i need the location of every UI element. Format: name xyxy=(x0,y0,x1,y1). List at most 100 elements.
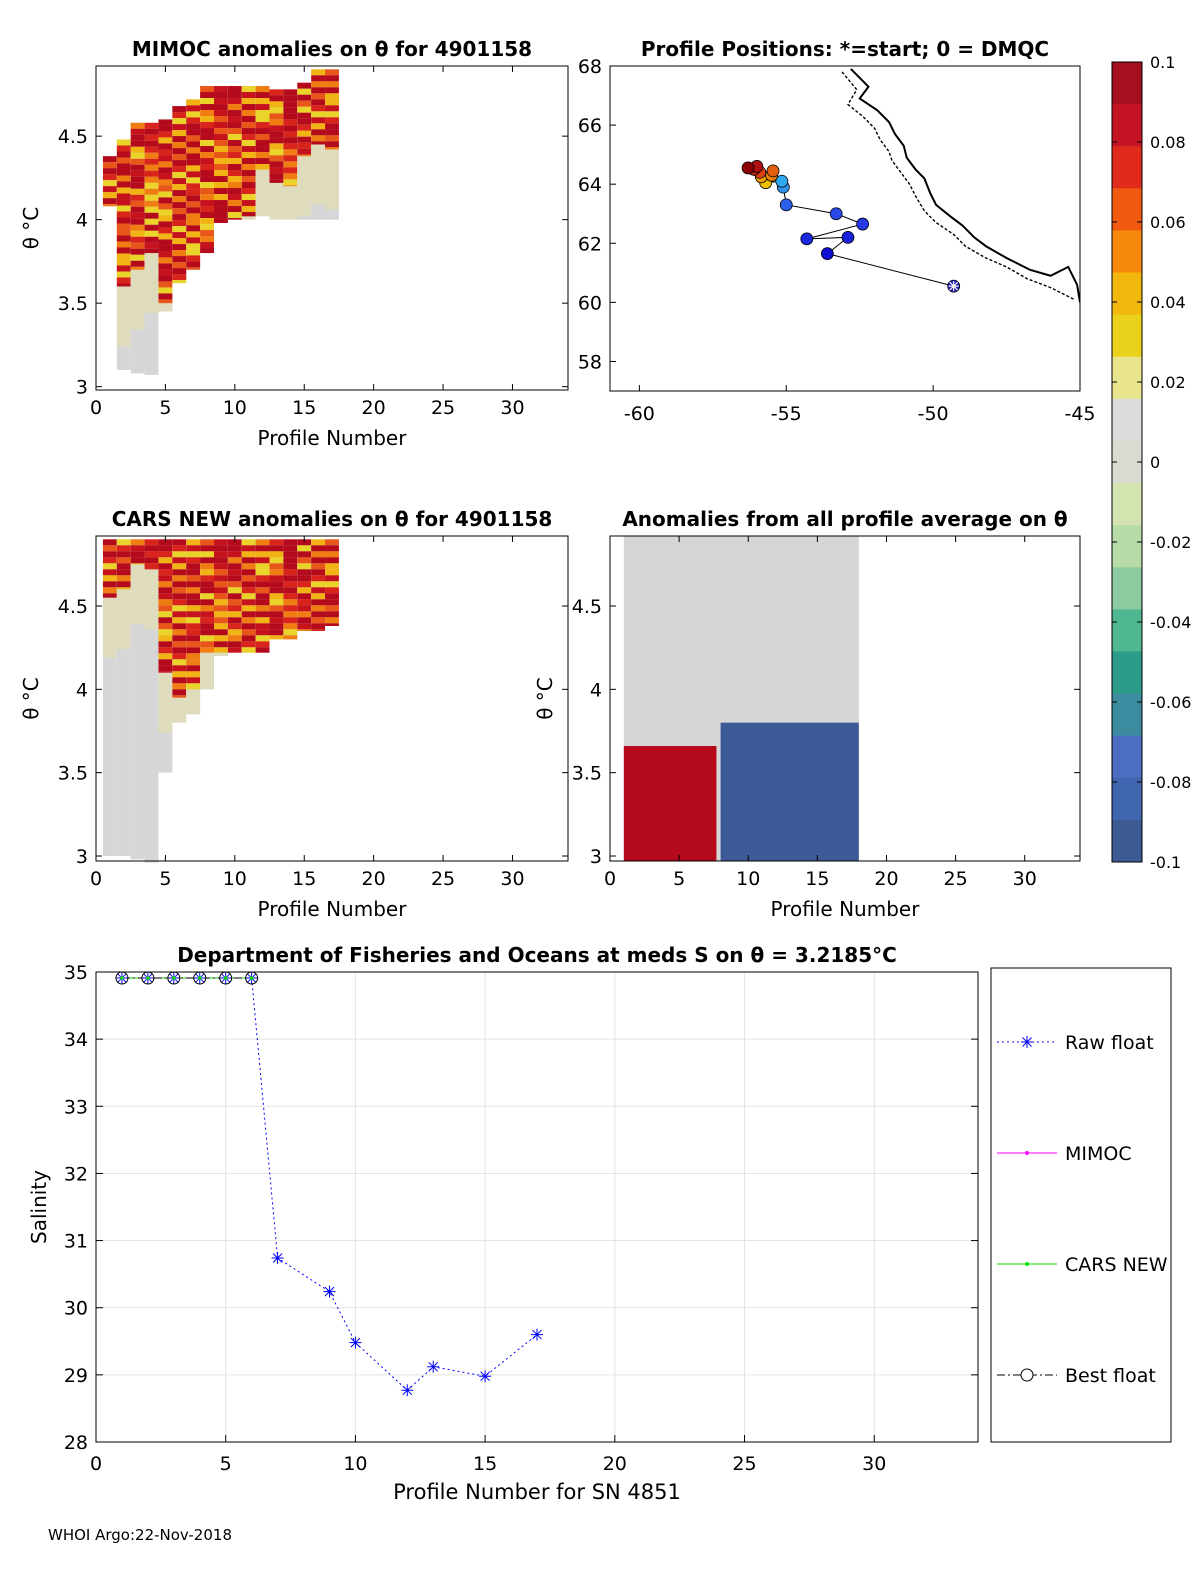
anomaly-cell xyxy=(172,190,187,197)
anomaly-cell xyxy=(144,242,159,249)
x-tick-label: 5 xyxy=(159,868,171,890)
anomaly-cell xyxy=(227,122,242,129)
anomaly-cell xyxy=(283,539,298,546)
anomaly-cell xyxy=(227,146,242,153)
anomaly-cell xyxy=(116,235,131,242)
y-tick-label: 32 xyxy=(64,1163,88,1185)
anomaly-cell xyxy=(325,99,339,106)
anomaly-cell xyxy=(255,605,270,612)
anomaly-cell xyxy=(311,545,326,552)
anomaly-cell xyxy=(186,599,201,606)
anomaly-cell xyxy=(325,117,339,124)
anomaly-cell xyxy=(241,194,256,201)
colorbar-segment xyxy=(1112,230,1142,274)
chart-title: Department of Fisheries and Oceans at me… xyxy=(177,943,897,967)
legend-marker xyxy=(1020,1368,1034,1382)
anomaly-cell xyxy=(200,635,214,642)
x-tick-label: 0 xyxy=(90,1453,102,1475)
colorbar-tick-label: 0.08 xyxy=(1150,133,1186,152)
anomaly-cell xyxy=(186,135,201,142)
anomaly-cell xyxy=(130,254,145,261)
anomaly-cell xyxy=(227,635,242,642)
anomaly-cell xyxy=(116,575,131,582)
anomaly-cell xyxy=(283,551,298,558)
anomaly-cell xyxy=(186,159,201,166)
anomaly-cell xyxy=(158,623,173,630)
anomaly-cell xyxy=(158,557,173,564)
anomaly-cell xyxy=(158,191,173,198)
anomaly-cell xyxy=(297,88,312,95)
anomaly-cell xyxy=(130,224,145,231)
x-tick-label: 15 xyxy=(292,868,316,890)
raw-float-point xyxy=(479,1370,492,1383)
anomaly-band xyxy=(200,652,214,690)
anomaly-cell xyxy=(283,107,298,114)
anomaly-cell xyxy=(214,134,228,141)
anomaly-cell xyxy=(283,563,298,570)
anomaly-cell xyxy=(255,134,270,141)
anomaly-cell xyxy=(214,539,228,546)
footer-credit: WHOI Argo:22-Nov-2018 xyxy=(48,1526,232,1544)
anomaly-cell xyxy=(172,202,187,209)
anomaly-cell xyxy=(158,287,173,294)
anomaly-cell xyxy=(172,569,187,576)
anomaly-cell xyxy=(297,545,312,552)
anomaly-cell xyxy=(325,69,339,76)
anomaly-cell xyxy=(200,617,214,624)
anomaly-band xyxy=(130,564,145,625)
anomaly-cell xyxy=(227,116,242,123)
anomaly-cell xyxy=(269,131,284,138)
anomaly-cell xyxy=(269,161,284,168)
anomaly-cell xyxy=(214,176,228,183)
colorbar-tick-label: 0.06 xyxy=(1150,213,1186,232)
x-axis-label: Profile Number xyxy=(258,426,408,450)
climatology-point xyxy=(146,976,150,980)
anomaly-cell xyxy=(200,641,214,648)
anomaly-cell xyxy=(241,641,256,648)
anomaly-cell xyxy=(116,277,131,284)
anomaly-cell xyxy=(158,617,173,624)
anomaly-cell xyxy=(130,182,145,189)
anomaly-cell xyxy=(325,105,339,112)
climatology-point xyxy=(197,976,202,980)
anomaly-cell xyxy=(241,611,256,618)
anomaly-cell xyxy=(255,635,270,642)
anomaly-cell xyxy=(130,164,145,171)
anomaly-cell xyxy=(186,629,201,636)
anomaly-cell xyxy=(200,605,214,612)
anomaly-cell xyxy=(297,130,312,137)
anomaly-cell xyxy=(200,587,214,594)
axes-frame xyxy=(609,65,1081,392)
colorbar-segment xyxy=(1112,777,1142,821)
anomaly-cell xyxy=(283,611,298,618)
anomaly-cell xyxy=(227,152,242,159)
anomaly-cell xyxy=(130,248,145,255)
anomaly-cell xyxy=(214,152,228,159)
anomaly-cell xyxy=(200,557,214,564)
anomaly-cell xyxy=(241,188,256,195)
anomaly-cell xyxy=(186,129,201,136)
anomaly-cell xyxy=(172,665,187,672)
anomaly-cell xyxy=(172,689,187,696)
anomaly-cell xyxy=(102,539,117,546)
x-tick-label: 20 xyxy=(874,868,898,890)
anomaly-cell xyxy=(297,118,312,125)
anomaly-cell xyxy=(255,575,270,582)
y-tick-label: 58 xyxy=(578,351,602,373)
anomaly-cell xyxy=(214,587,228,594)
anomaly-cell xyxy=(241,176,256,183)
anomaly-cell xyxy=(325,81,339,88)
anomaly-cell xyxy=(158,197,173,204)
colorbar-tick-label: 0.04 xyxy=(1150,293,1186,312)
average-anomaly-panel: 0 5 10 15 20 25 30 3 3.5 4 4.5 Anomalies from all p… xyxy=(533,507,1081,921)
anomaly-cell xyxy=(116,199,131,206)
anomaly-cell xyxy=(116,247,131,254)
anomaly-cell xyxy=(200,551,214,558)
anomaly-cell xyxy=(311,581,326,588)
anomaly-cell xyxy=(214,641,228,648)
anomaly-cell xyxy=(255,158,270,165)
anomaly-cell xyxy=(227,206,242,213)
anomaly-cell xyxy=(200,98,214,105)
anomaly-cell xyxy=(325,569,339,576)
anomaly-cell xyxy=(255,647,270,653)
